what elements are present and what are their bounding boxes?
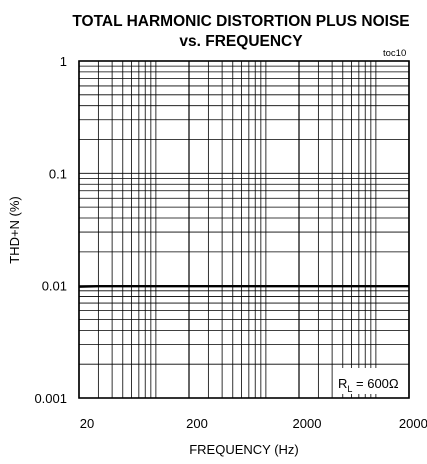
annotation-value: = 600Ω bbox=[352, 376, 399, 391]
x-tick-label: 2000 bbox=[293, 416, 322, 431]
annotation-subscript: L bbox=[347, 384, 352, 394]
load-annotation: RL = 600Ω bbox=[333, 368, 407, 394]
annotation-text: RL = 600Ω bbox=[338, 376, 399, 394]
y-tick-label: 0.001 bbox=[34, 391, 67, 406]
x-axis-label: FREQUENCY (Hz) bbox=[189, 442, 299, 457]
annotation-r: R bbox=[338, 376, 347, 391]
plot-frame bbox=[78, 60, 410, 399]
y-tick-label: 0.01 bbox=[42, 279, 67, 294]
x-tick-label: 20 bbox=[80, 416, 94, 431]
chart-tag: toc10 bbox=[383, 48, 406, 59]
plot-series bbox=[78, 285, 409, 288]
thdn-curve bbox=[78, 285, 409, 288]
chart-subtitle: vs. FREQUENCY bbox=[179, 33, 303, 50]
x-tick-labels: 20 200 2000 20000 bbox=[80, 416, 427, 431]
plot-grid bbox=[78, 60, 410, 399]
annotation-box bbox=[333, 368, 407, 394]
x-tick-label: 200 bbox=[186, 416, 208, 431]
chart-title: TOTAL HARMONIC DISTORTION PLUS NOISE bbox=[72, 13, 409, 30]
x-tick-label: 20000 bbox=[399, 416, 427, 431]
y-axis-label: THD+N (%) bbox=[7, 196, 22, 264]
y-tick-label: 1 bbox=[60, 54, 67, 69]
y-tick-label: 0.1 bbox=[49, 166, 67, 181]
y-tick-labels: 1 0.1 0.01 0.001 bbox=[34, 54, 67, 406]
